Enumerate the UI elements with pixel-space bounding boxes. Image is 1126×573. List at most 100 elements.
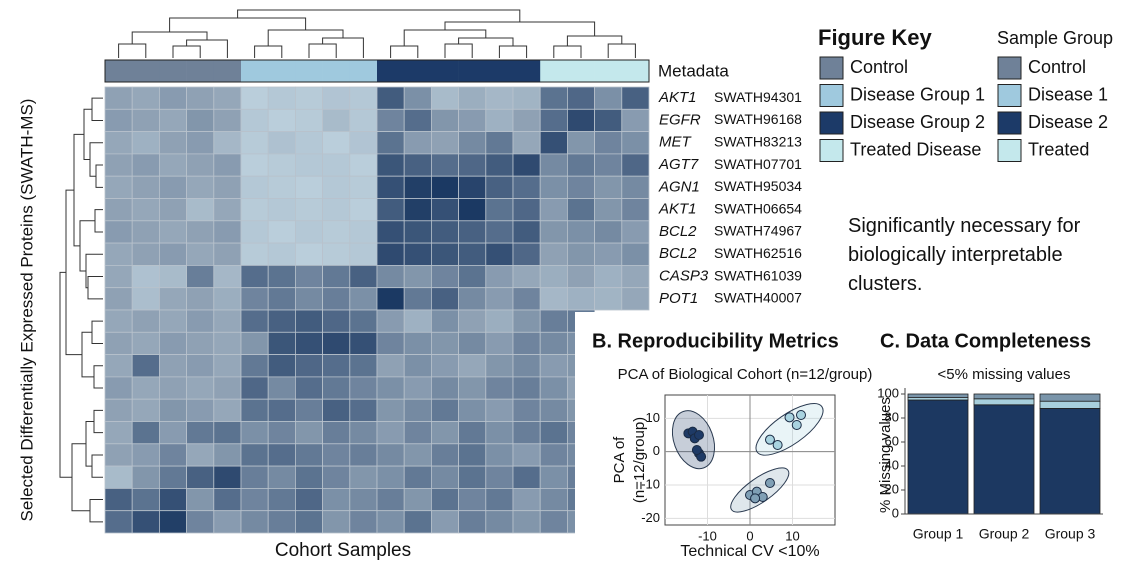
metadata-cell xyxy=(349,60,378,82)
heatmap-cell xyxy=(158,198,187,222)
heatmap-cell xyxy=(294,510,323,534)
heatmap-cell xyxy=(294,153,323,177)
heatmap-cell xyxy=(512,331,541,355)
heatmap-cell xyxy=(186,287,215,311)
heatmap-cell xyxy=(403,264,432,289)
heatmap-cell xyxy=(213,242,242,266)
heatmap-cell xyxy=(621,198,650,222)
heatmap-cell xyxy=(186,487,215,512)
heatmap-cell xyxy=(186,86,215,110)
heatmap-cell xyxy=(240,108,269,133)
heatmap-cell xyxy=(376,487,405,512)
heatmap-cell xyxy=(403,287,432,311)
heatmap-cell xyxy=(158,153,187,177)
heatmap-cell xyxy=(539,309,568,333)
heatmap-cell xyxy=(240,376,269,400)
heatmap-cell xyxy=(294,354,323,378)
heatmap-cell xyxy=(240,443,269,467)
heatmap-cell xyxy=(376,153,405,177)
row-gene-label: EGFR xyxy=(659,111,701,128)
metadata-cell xyxy=(594,60,623,82)
heatmap-cell xyxy=(485,153,514,177)
heatmap-cell xyxy=(104,354,133,378)
heatmap-cell xyxy=(267,264,296,289)
y-tick-label: 0 xyxy=(892,505,899,520)
heatmap-cell xyxy=(213,376,242,400)
heatmap-cell xyxy=(186,198,215,222)
heatmap-cell xyxy=(322,264,351,289)
heatmap-cell xyxy=(322,398,351,422)
heatmap-cell xyxy=(403,242,432,266)
heatmap-cell xyxy=(594,175,623,199)
panel-subtitle: <5% missing values xyxy=(938,366,1071,383)
row-id-label: SWATH95034 xyxy=(714,178,802,194)
heatmap-cell xyxy=(430,443,459,467)
legend-title: Figure Key xyxy=(818,25,932,50)
heatmap-cell xyxy=(376,331,405,355)
heatmap-cell xyxy=(240,242,269,266)
heatmap-cell xyxy=(267,287,296,311)
heatmap-cell xyxy=(186,264,215,289)
heatmap-cell xyxy=(186,153,215,177)
heatmap-cell xyxy=(349,198,378,222)
heatmap-cell xyxy=(294,242,323,266)
heatmap-cell xyxy=(458,287,487,311)
heatmap-cell xyxy=(458,398,487,422)
heatmap-cell xyxy=(240,153,269,177)
heatmap-cell xyxy=(267,398,296,422)
heatmap-cell xyxy=(349,242,378,266)
heatmap-cell xyxy=(594,287,623,311)
heatmap-cell xyxy=(240,309,269,333)
heatmap-cell xyxy=(240,175,269,199)
row-gene-label: BCL2 xyxy=(659,223,697,240)
heatmap-cell xyxy=(158,86,187,110)
heatmap-cell xyxy=(240,331,269,355)
heatmap-cell xyxy=(512,376,541,400)
row-id-label: SWATH74967 xyxy=(714,223,802,239)
heatmap-cell xyxy=(539,487,568,512)
heatmap-cell xyxy=(131,131,160,155)
heatmap-cell xyxy=(430,376,459,400)
heatmap-cell xyxy=(104,108,133,133)
heatmap-cell xyxy=(322,354,351,378)
heatmap-cell xyxy=(294,220,323,244)
heatmap-cell xyxy=(485,331,514,355)
heatmap-cell xyxy=(213,421,242,445)
heatmap-cell xyxy=(240,287,269,311)
row-id-label: SWATH07701 xyxy=(714,156,802,172)
heatmap-cell xyxy=(567,153,596,177)
heatmap-cell xyxy=(539,421,568,445)
heatmap-cell xyxy=(512,131,541,155)
bar-segment xyxy=(973,398,1035,406)
heatmap-cell xyxy=(403,153,432,177)
row-gene-label: BCL2 xyxy=(659,245,697,262)
heatmap-cell xyxy=(512,264,541,289)
heatmap-cell xyxy=(539,220,568,244)
legend-swatch xyxy=(819,139,844,162)
heatmap-cell xyxy=(621,264,650,289)
row-id-label: SWATH40007 xyxy=(714,290,802,306)
heatmap-cell xyxy=(158,220,187,244)
heatmap-cell xyxy=(267,153,296,177)
heatmap-cell xyxy=(322,376,351,400)
metadata-cell xyxy=(159,60,187,82)
heatmap-cell xyxy=(349,421,378,445)
y-axis-label: % Missing values xyxy=(877,397,894,513)
heatmap-cell xyxy=(322,443,351,467)
x-tick-label: Group 3 xyxy=(1045,526,1096,542)
heatmap-cell xyxy=(485,175,514,199)
heatmap-cell xyxy=(621,131,650,155)
heatmap-cell xyxy=(322,242,351,266)
legend-label: Disease 1 xyxy=(1028,84,1108,104)
heatmap-cell xyxy=(403,175,432,199)
metadata-cell xyxy=(105,60,133,82)
heatmap-cell xyxy=(567,108,596,133)
heatmap-cell xyxy=(158,376,187,400)
heatmap-cell xyxy=(104,264,133,289)
heatmap-cell xyxy=(322,86,351,110)
scatter-point xyxy=(791,420,802,430)
heatmap-cell xyxy=(485,465,514,489)
heatmap-cell xyxy=(512,421,541,445)
heatmap-cell xyxy=(567,242,596,266)
heatmap-cell xyxy=(240,220,269,244)
